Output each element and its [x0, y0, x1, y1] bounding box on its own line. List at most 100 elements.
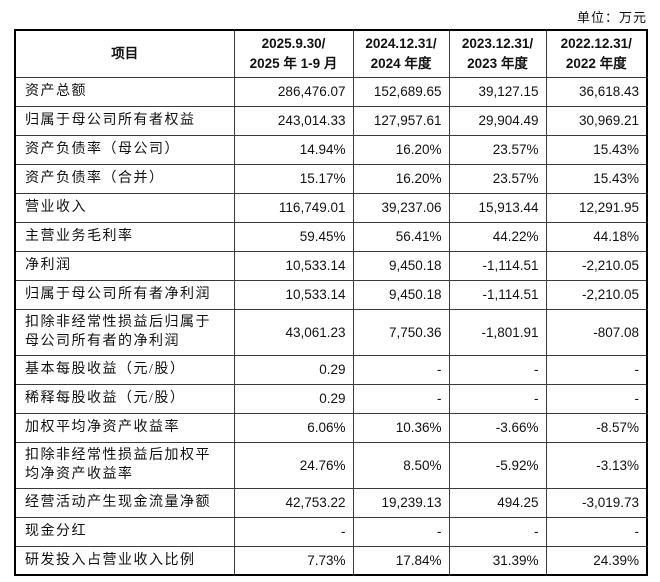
cell-value: - — [545, 383, 648, 414]
cell-value: 6.06% — [233, 412, 354, 443]
column-header: 2023.12.31/ 2023 年度 — [448, 29, 547, 78]
header-row: 项目 2025.9.30/ 2025 年 1-9 月 2024.12.31/ 202… — [14, 29, 648, 78]
cell-value: 30,969.21 — [545, 105, 648, 136]
table-row: 扣除非经常性损益后归属于 母公司所有者的净利润 43,061.23 7,750.36… — [14, 308, 648, 356]
table-row: 资产负债率（合并） 15.17% 16.20% 23.57% 15.43% — [14, 163, 648, 194]
table-row: 净利润 10,533.14 9,450.18 -1,114.51 -2,210.05 — [14, 250, 648, 281]
financial-summary-table: 项目 2025.9.30/ 2025 年 1-9 月 2024.12.31/ 202… — [14, 29, 648, 577]
table-row: 营业收入 116,749.01 39,237.06 15,913.44 12,291.9… — [14, 192, 648, 223]
cell-value: -3.13% — [545, 441, 648, 489]
cell-value: 15,913.44 — [448, 192, 547, 223]
cell-value: 17.84% — [352, 545, 450, 576]
cell-value: 15.43% — [545, 163, 648, 194]
cell-value: 0.29 — [233, 354, 354, 385]
cell-value: 10,533.14 — [233, 279, 354, 310]
cell-value: 286,476.07 — [233, 76, 354, 107]
table-body: 资产总额 286,476.07 152,689.65 39,127.15 36,618.… — [14, 76, 648, 576]
cell-value: 9,450.18 — [352, 279, 450, 310]
cell-value: -8.57% — [545, 412, 648, 443]
row-label: 基本每股收益（元/股） — [14, 354, 235, 385]
cell-value: 15.43% — [545, 134, 648, 165]
row-label: 扣除非经常性损益后加权平 均净资产收益率 — [14, 441, 235, 489]
row-label: 营业收入 — [14, 192, 235, 223]
cell-value: 39,127.15 — [448, 76, 547, 107]
row-label: 研发投入占营业收入比例 — [14, 545, 235, 576]
cell-value: 16.20% — [352, 163, 450, 194]
cell-value: - — [448, 354, 547, 385]
cell-value: 23.57% — [448, 134, 547, 165]
cell-value: -3,019.73 — [545, 487, 648, 518]
unit-label: 单位：万元 — [576, 10, 647, 25]
row-label: 资产负债率（母公司） — [14, 134, 235, 165]
row-label: 经营活动产生现金流量净额 — [14, 487, 235, 518]
table-row: 归属于母公司所有者权益 243,014.33 127,957.61 29,904.49… — [14, 105, 648, 136]
cell-value: 39,237.06 — [352, 192, 450, 223]
cell-value: 243,014.33 — [233, 105, 354, 136]
row-label: 现金分红 — [14, 516, 235, 547]
cell-value: 8.50% — [352, 441, 450, 489]
cell-value: 0.29 — [233, 383, 354, 414]
cell-value: 24.39% — [545, 545, 648, 576]
cell-value: - — [545, 354, 648, 385]
cell-value: -1,114.51 — [448, 250, 547, 281]
cell-value: 36,618.43 — [545, 76, 648, 107]
cell-value: 31.39% — [448, 545, 547, 576]
cell-value: -1,801.91 — [448, 308, 547, 356]
cell-value: 152,689.65 — [352, 76, 450, 107]
table-header: 项目 2025.9.30/ 2025 年 1-9 月 2024.12.31/ 202… — [14, 29, 648, 78]
cell-value: - — [352, 516, 450, 547]
row-label: 主营业务毛利率 — [14, 221, 235, 252]
row-label: 归属于母公司所有者权益 — [14, 105, 235, 136]
cell-value: 24.76% — [233, 441, 354, 489]
row-label: 净利润 — [14, 250, 235, 281]
table-row: 扣除非经常性损益后加权平 均净资产收益率 24.76% 8.50% -5.92% -3.… — [14, 441, 648, 489]
table-row: 经营活动产生现金流量净额 42,753.22 19,239.13 494.25 -3,0… — [14, 487, 648, 518]
cell-value: -2,210.05 — [545, 250, 648, 281]
table-row: 基本每股收益（元/股） 0.29- - - — [14, 354, 648, 385]
column-header: 2025.9.30/ 2025 年 1-9 月 — [233, 29, 354, 78]
cell-value: -5.92% — [448, 441, 547, 489]
cell-value: - — [448, 516, 547, 547]
cell-value: - — [448, 383, 547, 414]
cell-value: - — [352, 354, 450, 385]
row-label: 归属于母公司所有者净利润 — [14, 279, 235, 310]
row-label: 资产总额 — [14, 76, 235, 107]
column-header: 2024.12.31/ 2024 年度 — [352, 29, 450, 78]
row-label: 加权平均净资产收益率 — [14, 412, 235, 443]
row-label: 扣除非经常性损益后归属于 母公司所有者的净利润 — [14, 308, 235, 356]
column-header: 2022.12.31/ 2022 年度 — [545, 29, 648, 78]
cell-value: -1,114.51 — [448, 279, 547, 310]
cell-value: 16.20% — [352, 134, 450, 165]
cell-value: 7,750.36 — [352, 308, 450, 356]
cell-value: 10.36% — [352, 412, 450, 443]
cell-value: 29,904.49 — [448, 105, 547, 136]
table-row: 加权平均净资产收益率 6.06% 10.36% -3.66% -8.57% — [14, 412, 648, 443]
cell-value: 15.17% — [233, 163, 354, 194]
cell-value: 42,753.22 — [233, 487, 354, 518]
cell-value: 56.41% — [352, 221, 450, 252]
table-row: 稀释每股收益（元/股） 0.29- - - — [14, 383, 648, 414]
cell-value: 494.25 — [448, 487, 547, 518]
cell-value: 10,533.14 — [233, 250, 354, 281]
table-row: 资产负债率（母公司） 14.94% 16.20% 23.57% 15.43% — [14, 134, 648, 165]
cell-value: 12,291.95 — [545, 192, 648, 223]
column-header: 项目 — [14, 29, 235, 78]
cell-value: - — [545, 516, 648, 547]
cell-value: -2,210.05 — [545, 279, 648, 310]
table-row: 研发投入占营业收入比例 7.73% 17.84% 31.39% 24.39% — [14, 545, 648, 576]
cell-value: 14.94% — [233, 134, 354, 165]
cell-value: - — [352, 383, 450, 414]
table-row: 资产总额 286,476.07 152,689.65 39,127.15 36,618.… — [14, 76, 648, 107]
cell-value: 127,957.61 — [352, 105, 450, 136]
cell-value: 23.57% — [448, 163, 547, 194]
row-label: 资产负债率（合并） — [14, 163, 235, 194]
cell-value: -807.08 — [545, 308, 648, 356]
cell-value: 44.22% — [448, 221, 547, 252]
table-row: 主营业务毛利率 59.45% 56.41% 44.22% 44.18% — [14, 221, 648, 252]
row-label: 稀释每股收益（元/股） — [14, 383, 235, 414]
cell-value: 7.73% — [233, 545, 354, 576]
cell-value: 59.45% — [233, 221, 354, 252]
cell-value: - — [233, 516, 354, 547]
cell-value: 9,450.18 — [352, 250, 450, 281]
cell-value: 43,061.23 — [233, 308, 354, 356]
